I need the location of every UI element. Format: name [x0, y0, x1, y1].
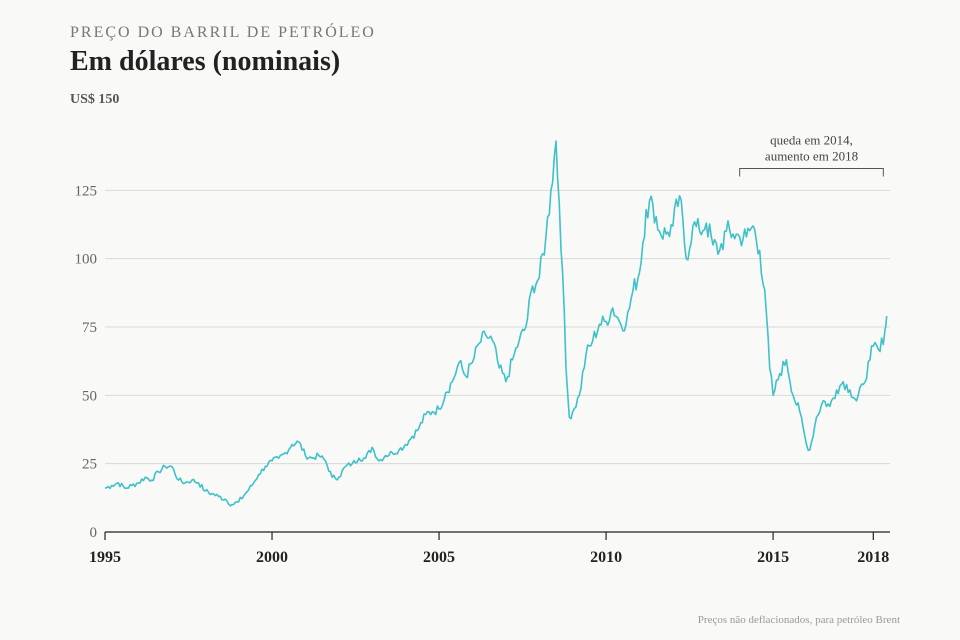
line-chart-svg: 0 25 50 75 100 125 1995 2000 2005 2010 2015 2018 que… — [70, 112, 900, 582]
chart-footnote: Preços não deflacionados, para petróleo … — [698, 614, 900, 626]
svg-text:2018: 2018 — [857, 549, 889, 566]
chart-supertitle: PREÇO DO BARRIL DE PETRÓLEO — [70, 24, 900, 42]
svg-text:aumento em 2018: aumento em 2018 — [765, 148, 858, 163]
svg-text:2015: 2015 — [757, 549, 789, 566]
chart-title: Em dólares (nominais) — [70, 46, 900, 78]
svg-text:1995: 1995 — [89, 549, 121, 566]
svg-text:125: 125 — [75, 183, 98, 199]
svg-text:100: 100 — [75, 252, 98, 268]
svg-text:2010: 2010 — [590, 549, 622, 566]
plot-area: 0 25 50 75 100 125 1995 2000 2005 2010 2015 2018 que… — [70, 112, 900, 582]
y-axis-top-label: US$ 150 — [70, 92, 900, 108]
svg-text:50: 50 — [82, 388, 97, 404]
svg-text:queda em 2014,: queda em 2014, — [770, 132, 853, 147]
chart-container: PREÇO DO BARRIL DE PETRÓLEO Em dólares (… — [0, 0, 960, 640]
svg-text:0: 0 — [90, 525, 98, 541]
svg-text:25: 25 — [82, 457, 97, 473]
svg-text:75: 75 — [82, 320, 97, 336]
svg-text:2005: 2005 — [423, 549, 455, 566]
svg-text:2000: 2000 — [256, 549, 288, 566]
